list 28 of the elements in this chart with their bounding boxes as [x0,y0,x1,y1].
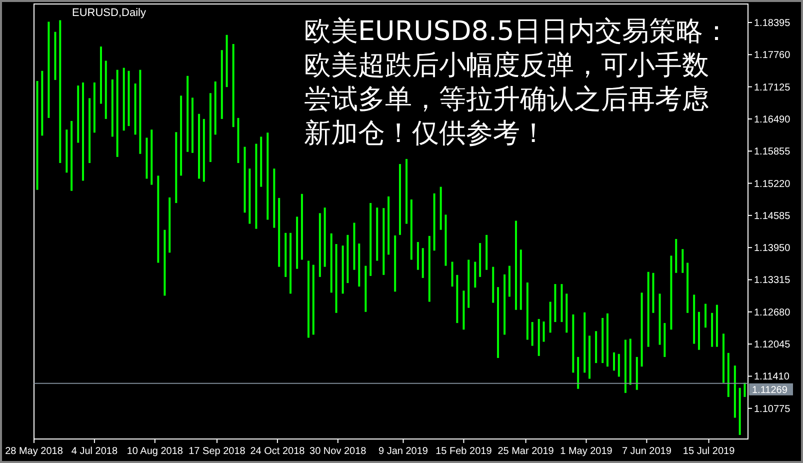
annotation: 欧美EURUSD8.5日日内交易策略：欧美超跌后小幅度反弹，可小手数尝试多单，等拉升确认之后再考虑新加仓！仅供参考！ [304,16,730,149]
title: EURUSD,Daily [72,7,146,19]
x-tick-label: 1 May 2019 [560,446,613,457]
y-tick-label: 1.12045 [754,340,791,351]
x-tick-label: 25 Mar 2019 [498,446,554,457]
x-tick-label: 30 Nov 2018 [310,446,367,457]
y-tick-label: 1.11410 [754,372,790,383]
y-tick-label: 1.17760 [754,50,791,62]
y-tick-label: 1.13315 [754,275,791,286]
x-tick-label: 9 Jan 2019 [378,446,428,457]
y-tick-label: 1.14585 [754,210,791,222]
x-tick-label: 4 Jul 2018 [71,446,118,457]
y-tick-label: 1.13950 [754,243,791,254]
ref-line-label: 1.11269 [752,384,788,396]
x-tick-label: 10 Aug 2018 [126,446,184,457]
y-tick-label: 1.12680 [754,307,791,318]
x-tick-label: 24 Oct 2018 [250,446,306,457]
x-tick-label: 15 Jul 2019 [682,446,736,457]
y-tick-label: 1.15220 [754,178,791,190]
y-tick-label: 1.18395 [754,18,791,29]
x-tick-label: 17 Sep 2018 [188,446,246,457]
x-tick-label: 15 Feb 2019 [436,446,492,457]
y-tick-label: 1.16490 [754,114,791,126]
y-tick-label: 1.17125 [754,82,791,94]
x-tick-label: 7 Jun 2019 [622,446,672,457]
y-tick-label: 1.10775 [754,404,791,415]
y-tick-label: 1.15855 [754,146,791,158]
x-tick-label: 28 May 2018 [5,446,64,457]
